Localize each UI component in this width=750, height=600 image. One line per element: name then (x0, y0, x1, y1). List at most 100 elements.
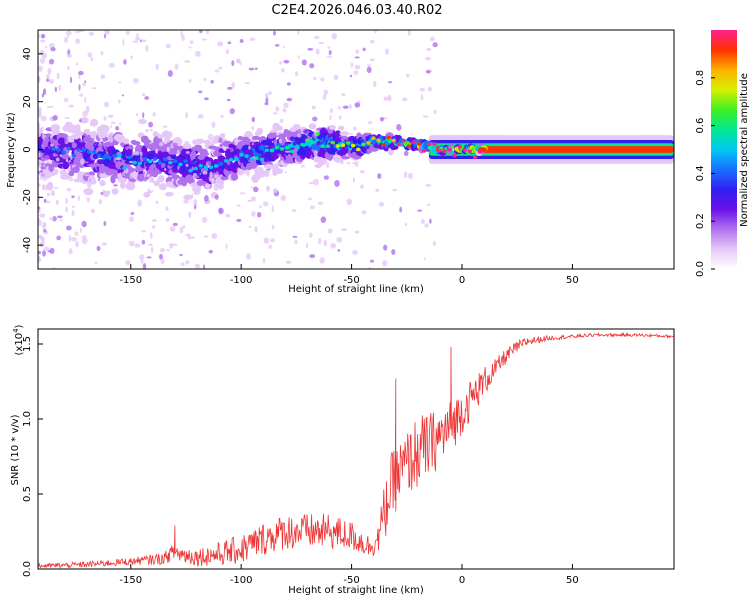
spectrogram-noise (296, 133, 302, 138)
spectrogram-peak (188, 168, 193, 173)
spectrogram-noise (239, 192, 246, 195)
spectrogram-cell (72, 165, 80, 174)
spectrogram-noise (172, 222, 178, 227)
spectrogram-cell (51, 129, 61, 135)
spectrogram-cell (90, 178, 97, 185)
spectrogram-noise (246, 253, 251, 260)
spectrogram-noise (46, 105, 52, 109)
spectrogram-noise (156, 178, 161, 186)
spectrogram-peak (427, 142, 432, 147)
spectrogram-noise (49, 247, 55, 255)
spectrogram-noise (48, 58, 55, 65)
spectrogram-noise (403, 150, 409, 156)
spectrogram-noise (405, 73, 410, 78)
spectrogram-noise (51, 216, 57, 222)
spectrogram-noise (46, 192, 51, 197)
spectrogram-noise (240, 170, 246, 174)
spectrogram-peak (76, 148, 82, 152)
spectrogram-noise (326, 55, 333, 58)
spectrogram-peak (447, 148, 452, 152)
spectrogram-noise (198, 90, 203, 94)
spectrogram-noise (188, 211, 192, 218)
spectrogram-noise (169, 242, 174, 249)
spectrogram-noise (283, 59, 290, 64)
spectrogram-noise (309, 254, 316, 259)
spectrogram-cell (272, 122, 281, 132)
spectrogram-noise (422, 115, 429, 118)
spectrogram-ylabel: Frequency (Hz) (6, 112, 17, 188)
spectrogram-noise (59, 218, 63, 222)
spectrogram-noise (159, 247, 166, 253)
spectrogram-noise (329, 114, 332, 121)
spectrogram-noise (162, 125, 168, 128)
spectrogram-noise (280, 67, 285, 73)
spectrogram-noise (211, 121, 216, 129)
spectrogram-noise (368, 121, 373, 125)
spectrogram-noise (205, 30, 210, 35)
spectrogram-noise (54, 86, 58, 92)
spectrogram-noise (361, 210, 367, 215)
spectrogram-peak (102, 155, 107, 160)
spectrogram-peak (218, 162, 224, 166)
spectrogram-noise (217, 41, 224, 47)
spectrogram-noise (227, 86, 233, 90)
spectrogram-noise (194, 263, 200, 269)
spectrogram-peak (203, 165, 209, 169)
spectrogram-noise (130, 212, 135, 216)
spectrogram-noise (353, 70, 359, 75)
spectrogram-peak (366, 141, 371, 145)
spectrogram-noise (263, 237, 270, 245)
spectrogram-noise (94, 261, 98, 264)
spectrogram-noise (318, 237, 322, 245)
spectrogram-peak (422, 149, 427, 153)
spectrogram-cell (329, 124, 336, 131)
spectrogram-noise (297, 128, 302, 134)
snr-multiplier-exponent: 4 (12, 328, 20, 333)
spectrogram-noise (125, 260, 131, 266)
spectrogram-cell (256, 127, 263, 136)
spectrogram-noise (218, 66, 223, 70)
spectrogram-noise (70, 162, 77, 166)
spectrogram-noise (88, 31, 95, 36)
spectrogram-noise (42, 184, 48, 191)
spectrogram-noise (172, 142, 178, 147)
spectrogram-noise (42, 88, 47, 96)
colorbar-tick-label: 0.0 (695, 261, 706, 277)
spectrogram-noise (329, 108, 334, 113)
spectrogram-noise (38, 250, 42, 255)
spectrogram-noise (149, 232, 153, 239)
spectrogram-noise (123, 59, 127, 65)
spectrogram-noise (387, 94, 392, 102)
spectrogram-noise (41, 33, 46, 39)
spectrogram-peak (51, 147, 56, 151)
spectrogram-noise (145, 45, 149, 52)
spectrogram-peak (264, 148, 269, 152)
spectrogram-noise (197, 114, 204, 119)
spectrogram-noise (164, 168, 167, 171)
spectrogram-cell (132, 141, 141, 146)
colorbar-gradient (711, 30, 737, 269)
spectrogram-noise (346, 198, 353, 206)
spectrogram-noise (91, 87, 97, 90)
spectrogram-noise (342, 105, 349, 109)
spectrogram-noise (193, 198, 198, 206)
spectrogram-noise (136, 32, 139, 37)
spectrogram-noise (122, 38, 125, 46)
spectrogram-cell (230, 172, 239, 181)
spectrogram-noise (102, 126, 108, 134)
spectrogram-peak (300, 142, 305, 147)
spectrogram-noise (211, 177, 215, 185)
spectrogram-noise (65, 225, 72, 231)
spectrogram-noise (152, 225, 156, 229)
spectrogram-peak (173, 159, 178, 164)
spectrogram-noise (354, 230, 360, 234)
spectrogram-noise (50, 189, 56, 197)
spectrogram-cell (83, 188, 94, 196)
colorbar: 0.0 0.2 0.4 0.6 0.8 Normalized spectral ampl… (695, 30, 750, 277)
spectrogram-noise (271, 224, 275, 230)
spectrogram-cell (134, 144, 144, 154)
spectrogram-noise (236, 218, 242, 222)
spectrogram-noise (38, 161, 41, 168)
spectrogram-noise (166, 142, 170, 145)
spectrogram-noise (144, 173, 147, 178)
